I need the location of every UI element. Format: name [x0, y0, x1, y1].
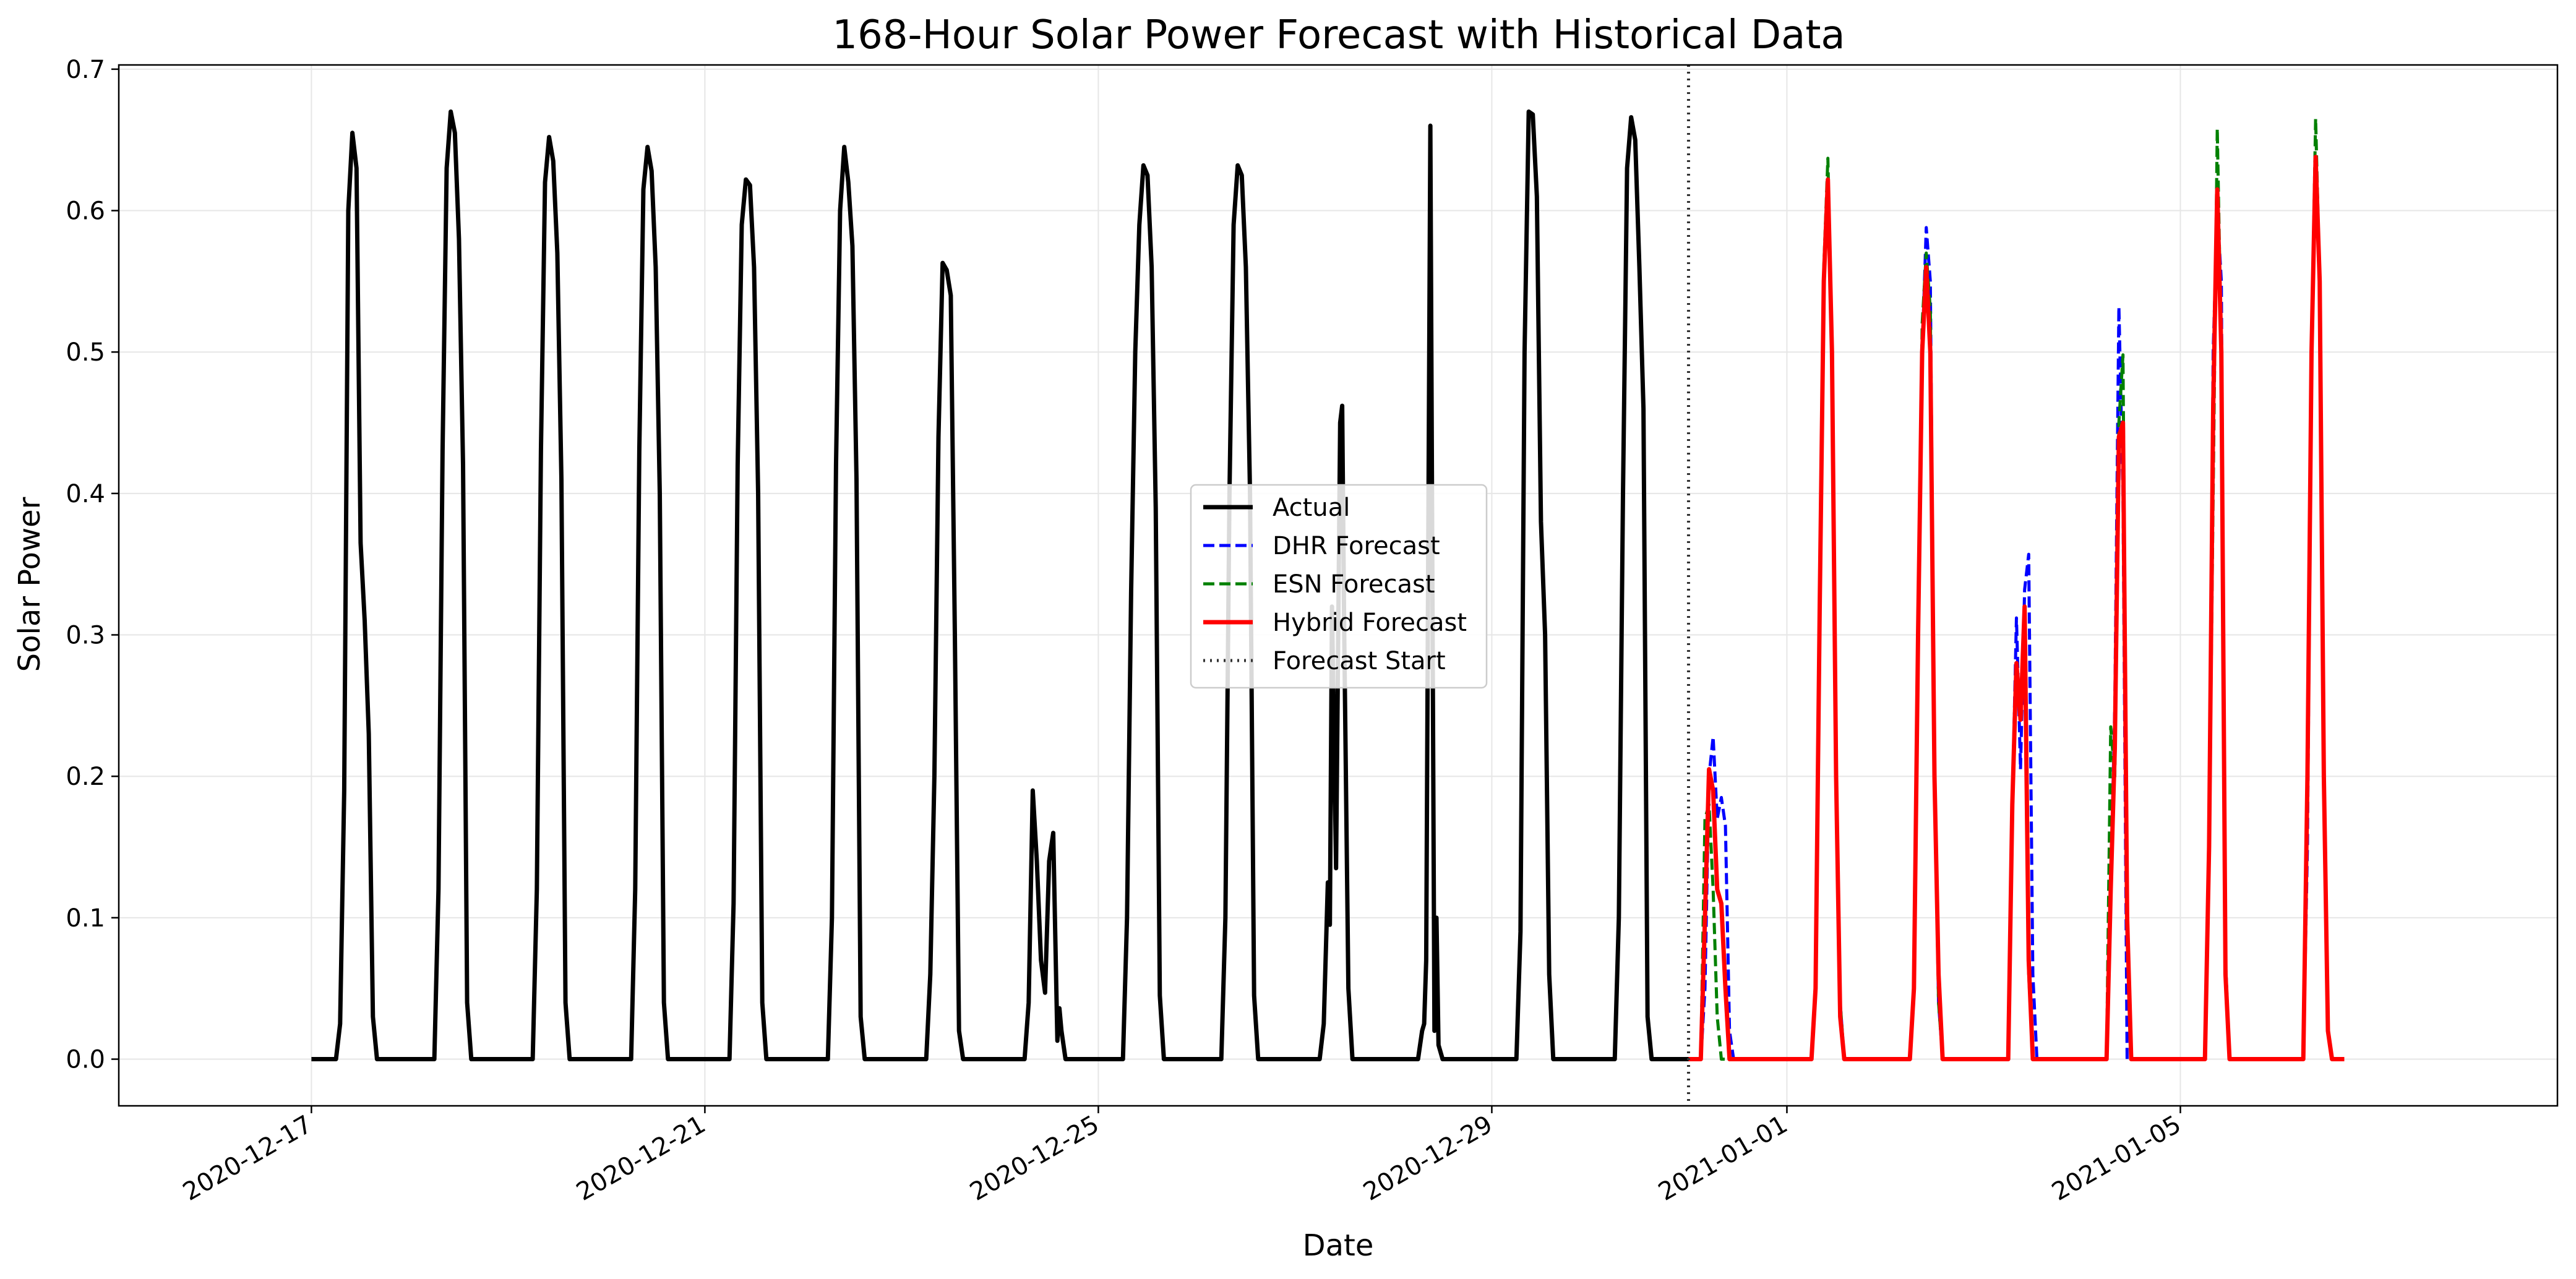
y-tick-label: 0.3 [66, 622, 105, 650]
plot-area-frame [118, 64, 2559, 1107]
series-line-actual [311, 109, 1689, 1061]
y-tick-label: 0.0 [66, 1046, 105, 1074]
y-tick-label: 0.6 [66, 197, 105, 226]
legend-label-esn-forecast: ESN Forecast [1273, 570, 1435, 599]
y-tick-label: 0.5 [66, 338, 105, 367]
series-lines [311, 109, 2345, 1061]
y-tick-label: 0.7 [66, 56, 105, 84]
y-axis-ticks: 0.0 0.1 0.2 0.3 0.4 0.5 0.6 0.7 [66, 56, 119, 1074]
y-axis-label: Solar Power [12, 497, 47, 672]
legend-label-hybrid-forecast: Hybrid Forecast [1273, 609, 1467, 637]
legend-label-forecast-start: Forecast Start [1273, 647, 1446, 675]
y-tick-label: 0.4 [66, 480, 105, 508]
legend: Actual DHR Forecast ESN Forecast Hybrid For… [1190, 484, 1488, 689]
legend-label-actual: Actual [1273, 494, 1350, 522]
series-line-hybrid-forecast [1688, 155, 2345, 1061]
legend-label-dhr-forecast: DHR Forecast [1273, 532, 1440, 560]
x-axis-label: Date [1303, 1228, 1374, 1263]
y-tick-label: 0.2 [66, 763, 105, 791]
legend-box [1190, 484, 1488, 689]
y-tick-label: 0.1 [66, 904, 105, 933]
chart-title: 168-Hour Solar Power Forecast with Histo… [832, 12, 1845, 58]
